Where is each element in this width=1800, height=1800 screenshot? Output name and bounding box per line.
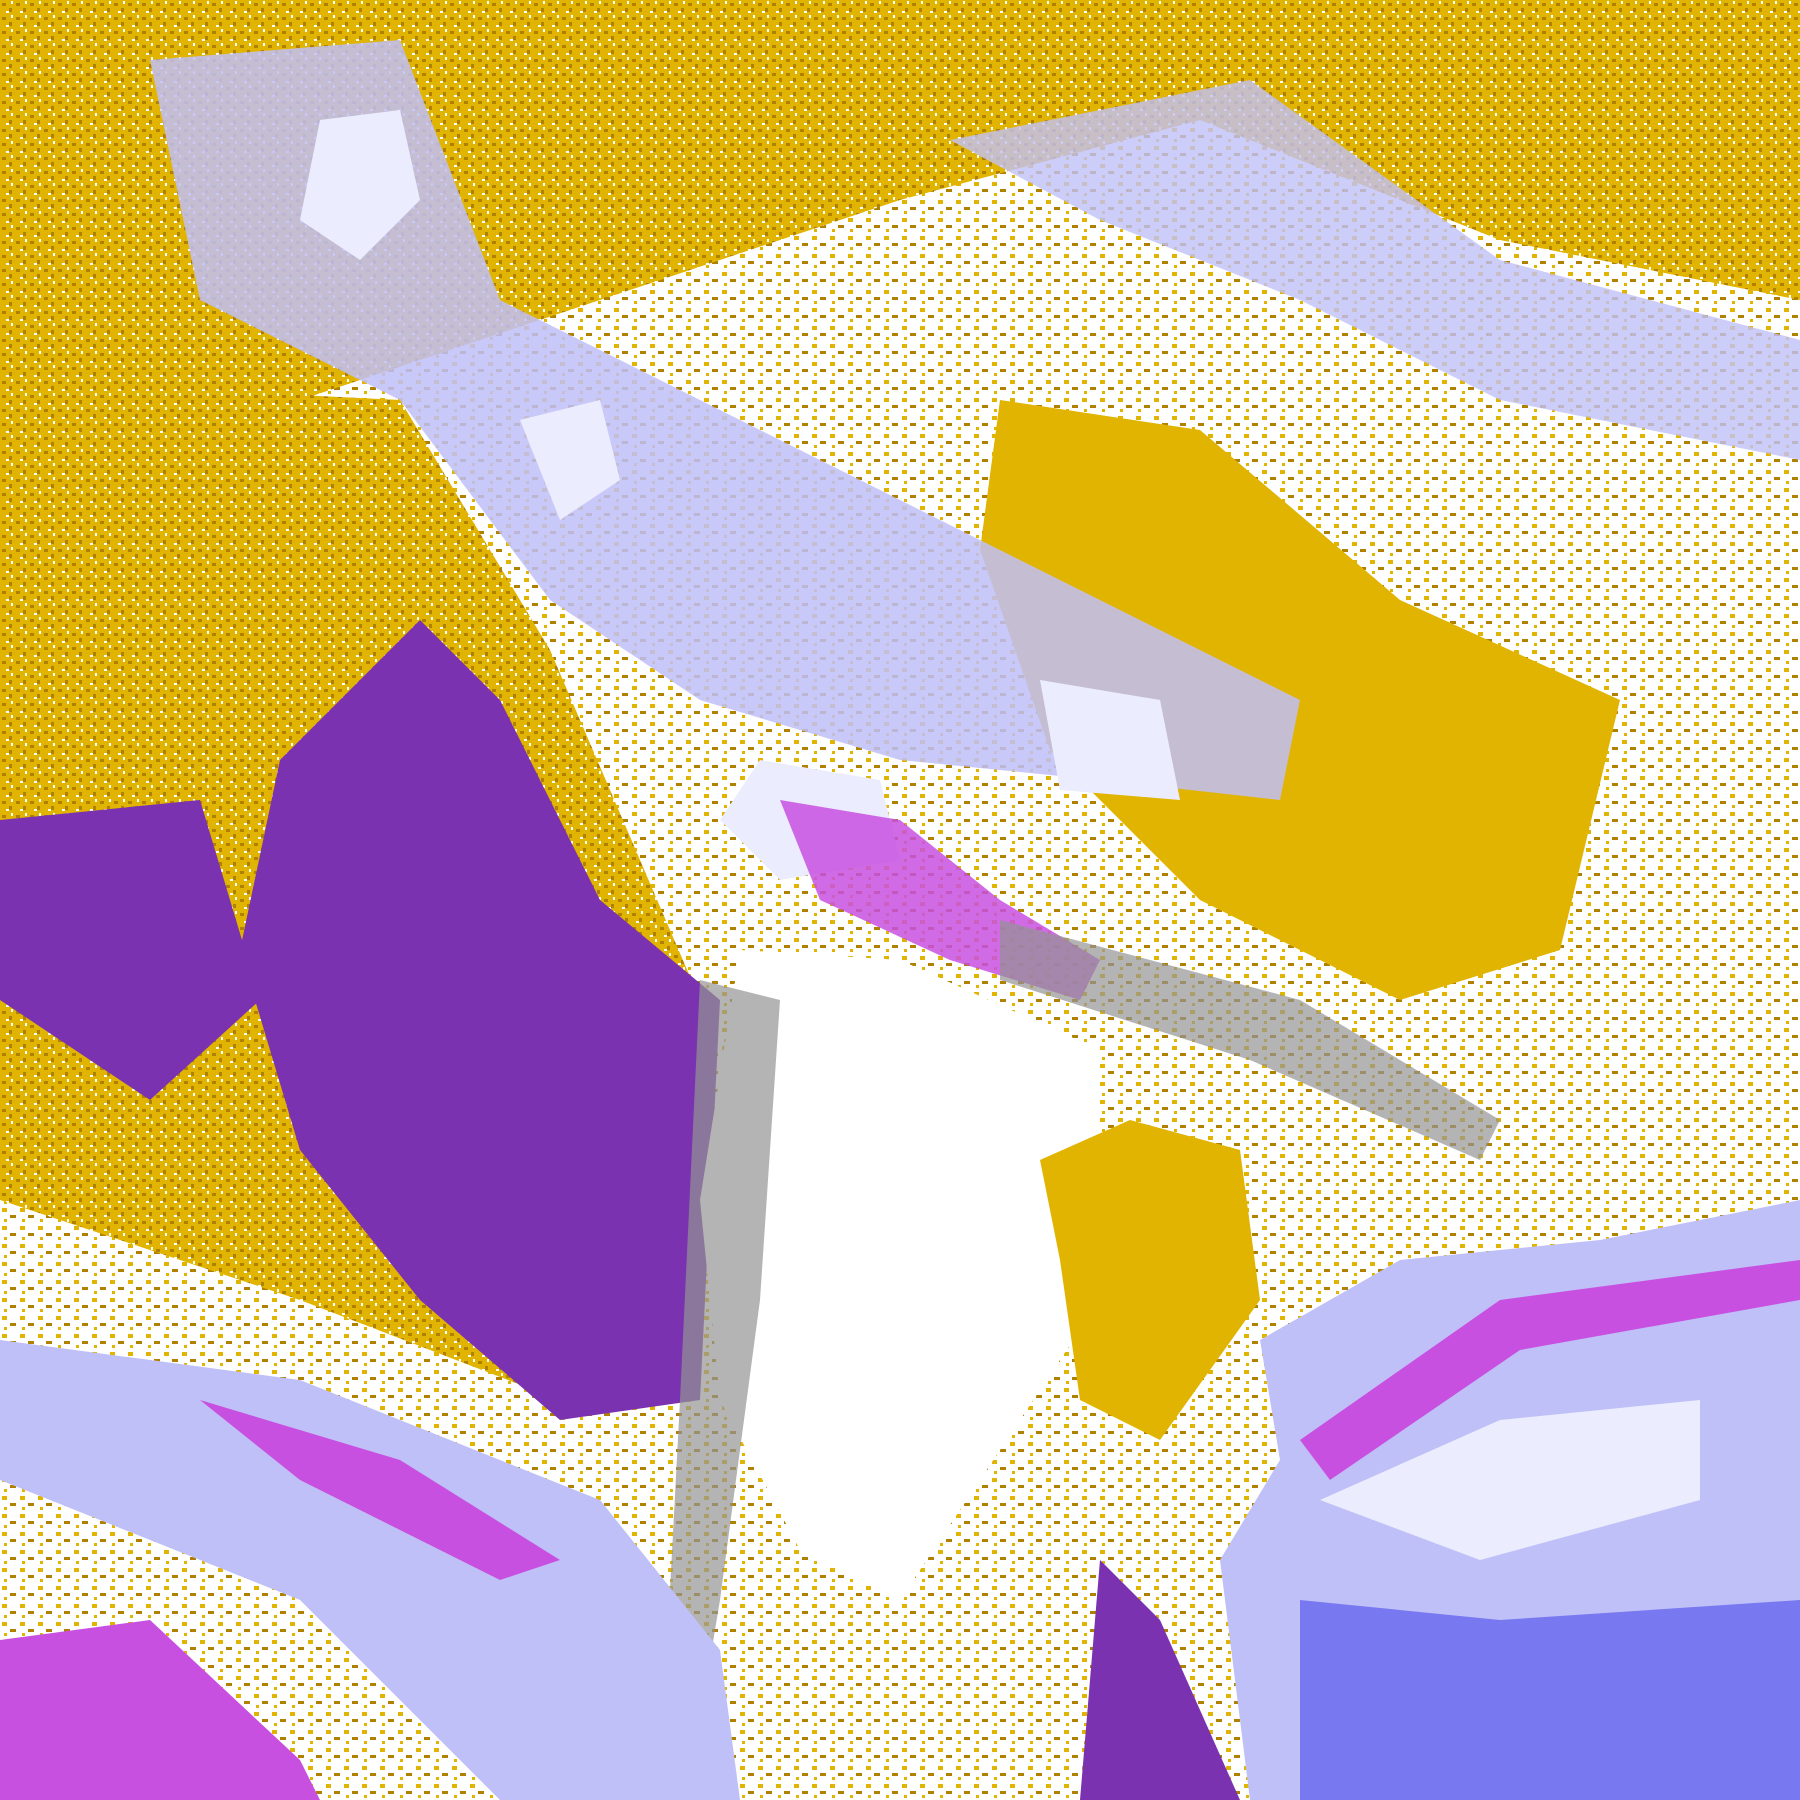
southwest-cloud-band bbox=[0, 1340, 740, 1800]
gray-andes-band bbox=[660, 920, 1500, 1780]
south-purple-wedge bbox=[1080, 1560, 1240, 1800]
cloud-cores bbox=[300, 110, 1180, 880]
southern-land-clear bbox=[700, 950, 1100, 1600]
cyclone-magenta-arm bbox=[1300, 1260, 1800, 1480]
cyclone-periwinkle bbox=[1300, 1600, 1800, 1800]
northeast-cloud-band bbox=[950, 80, 1800, 460]
northern-cloud-band bbox=[150, 40, 1300, 800]
southwest-magenta bbox=[0, 1400, 560, 1800]
ocean-purple-region bbox=[240, 620, 720, 1420]
cyclone-pale-core bbox=[1320, 1400, 1700, 1560]
purple-left-patch bbox=[0, 800, 260, 1100]
brazil-gold-patch bbox=[1040, 1120, 1260, 1440]
